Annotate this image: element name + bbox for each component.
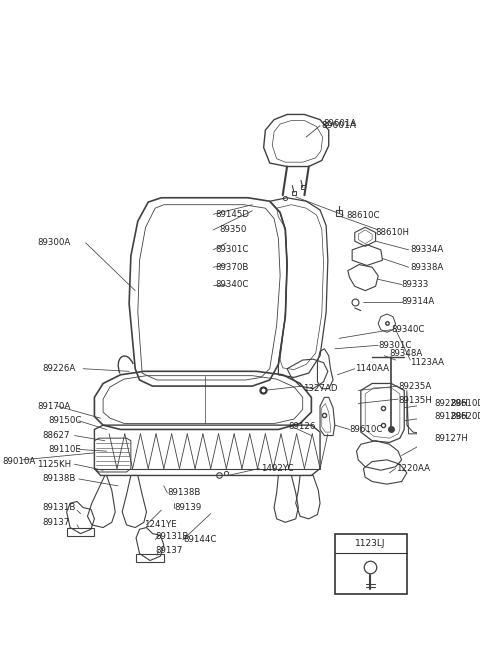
Text: 89131B: 89131B xyxy=(155,532,189,541)
Text: 89145D: 89145D xyxy=(215,210,249,219)
Text: 89601A: 89601A xyxy=(322,121,357,130)
Text: 89144C: 89144C xyxy=(183,535,216,544)
Text: 89338A: 89338A xyxy=(410,263,444,272)
Text: 89601A: 89601A xyxy=(324,119,357,128)
Text: 89137: 89137 xyxy=(42,518,70,527)
Text: 89137: 89137 xyxy=(155,546,182,555)
Text: 89170A: 89170A xyxy=(37,402,71,411)
Text: 89010A: 89010A xyxy=(2,457,36,466)
Text: 89126: 89126 xyxy=(289,422,316,432)
Text: 89110E: 89110E xyxy=(48,445,81,454)
Text: 1140AA: 1140AA xyxy=(355,364,389,373)
Text: 89350: 89350 xyxy=(219,225,247,234)
Text: 89610C: 89610C xyxy=(349,425,383,434)
Text: 89301C: 89301C xyxy=(378,341,411,350)
Text: 89340C: 89340C xyxy=(215,280,249,289)
Text: 89340C: 89340C xyxy=(391,325,425,334)
Text: 89228H: 89228H xyxy=(434,399,468,408)
Text: 89333: 89333 xyxy=(402,280,429,289)
Text: 1125KH: 1125KH xyxy=(37,460,71,469)
Text: 89370B: 89370B xyxy=(215,263,249,272)
Text: 89334A: 89334A xyxy=(410,246,444,254)
Text: 89135H: 89135H xyxy=(398,396,432,405)
Text: 89235A: 89235A xyxy=(398,382,432,390)
Text: 89138B: 89138B xyxy=(42,474,76,483)
Text: 1327AD: 1327AD xyxy=(303,384,337,393)
Text: 89620D: 89620D xyxy=(450,412,480,421)
Text: 89301C: 89301C xyxy=(215,246,249,254)
Text: 88627: 88627 xyxy=(42,431,70,440)
Text: 89150C: 89150C xyxy=(48,417,82,425)
Text: 89127H: 89127H xyxy=(434,434,468,443)
Text: 89139: 89139 xyxy=(174,503,202,512)
Text: 89131B: 89131B xyxy=(42,503,76,512)
Text: 1492YC: 1492YC xyxy=(261,464,294,473)
Text: 89610D: 89610D xyxy=(450,399,480,408)
Text: 1220AA: 1220AA xyxy=(396,464,430,473)
Text: 89128H: 89128H xyxy=(434,412,468,421)
Text: 1123AA: 1123AA xyxy=(410,358,444,367)
Text: 1241YE: 1241YE xyxy=(144,521,177,529)
Text: 88610C: 88610C xyxy=(346,211,380,219)
Text: 89226A: 89226A xyxy=(42,364,75,373)
Text: 89300A: 89300A xyxy=(37,238,71,248)
Text: 89138B: 89138B xyxy=(168,489,201,497)
Text: 89314A: 89314A xyxy=(402,297,435,307)
Text: 89348A: 89348A xyxy=(389,350,423,358)
Text: 88610H: 88610H xyxy=(375,228,409,237)
Text: 1123LJ: 1123LJ xyxy=(355,538,385,548)
